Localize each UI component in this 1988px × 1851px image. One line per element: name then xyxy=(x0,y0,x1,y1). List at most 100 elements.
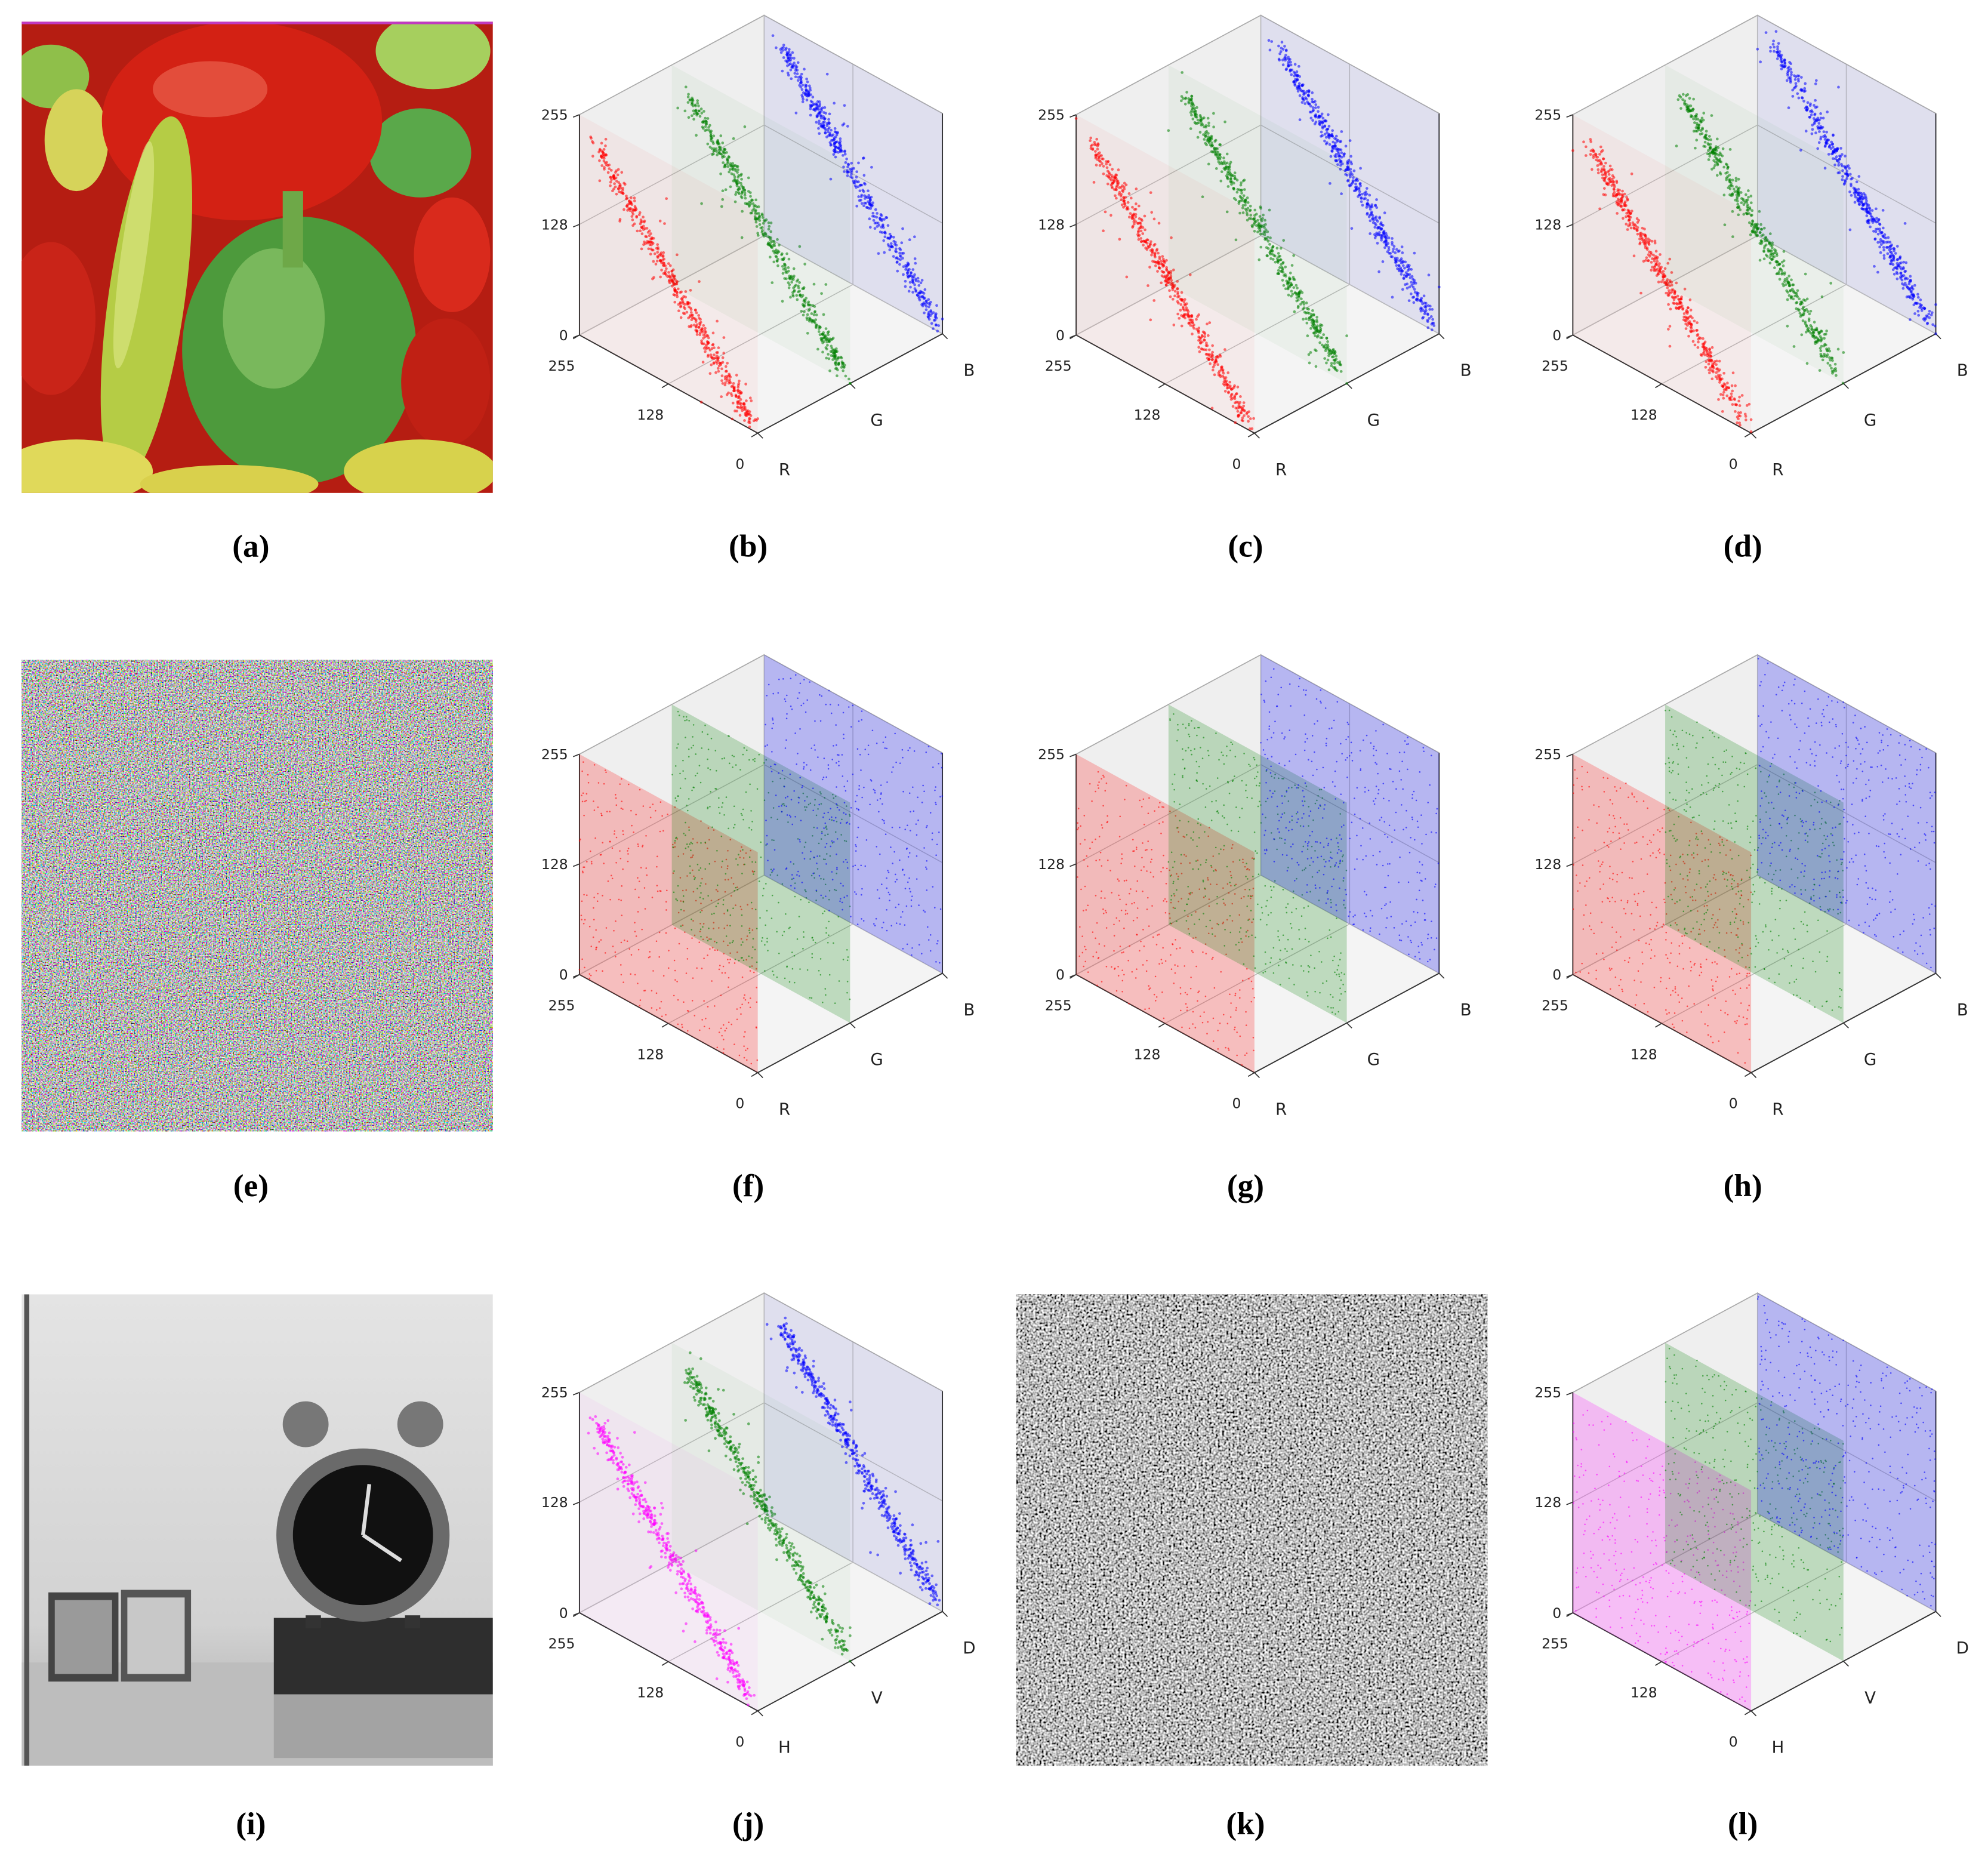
scatter-dot xyxy=(1808,104,1812,107)
scatter-dot xyxy=(1797,79,1800,83)
scatter-dot xyxy=(1250,224,1254,227)
scatter-dot xyxy=(625,195,628,198)
scatter-dot xyxy=(1366,199,1370,202)
scatter-dot xyxy=(1371,221,1375,224)
scatter-dot xyxy=(1176,295,1179,298)
scatter-dot xyxy=(750,1062,753,1065)
scatter-dot xyxy=(1426,313,1429,316)
scatter-dot xyxy=(935,312,938,316)
scatter-dot xyxy=(696,99,699,102)
scatter-dot xyxy=(585,799,587,802)
scatter-dot xyxy=(1818,369,1821,372)
scatter-dot xyxy=(830,143,833,146)
scatter-dot xyxy=(1345,334,1348,337)
scatter-dot xyxy=(736,165,739,168)
scatter-dot xyxy=(1777,272,1781,276)
scatter-dot xyxy=(1194,112,1197,116)
scatter-dot xyxy=(701,127,705,130)
scatter-dot xyxy=(751,209,754,212)
scatter-dot xyxy=(1203,138,1206,141)
scatter-dot xyxy=(698,109,701,113)
scatter-dot xyxy=(825,356,828,360)
scatter-dot xyxy=(1377,270,1380,273)
scatter-dot xyxy=(828,112,831,116)
scatter-dot xyxy=(917,284,921,287)
scatter-dot xyxy=(1400,245,1404,248)
scatter-dot xyxy=(1738,421,1742,424)
scatter-dot xyxy=(1416,294,1419,297)
scatter-dot xyxy=(1599,145,1602,149)
axis-name: G xyxy=(1367,410,1380,430)
scatter-dot xyxy=(1823,332,1826,336)
scatter-dot xyxy=(1234,238,1238,242)
scatter-dot xyxy=(845,158,848,161)
scatter-dot xyxy=(689,308,693,311)
scatter-dot xyxy=(1292,286,1296,289)
scatter-dot xyxy=(1131,226,1135,229)
scatter-dot xyxy=(733,1043,735,1045)
scatter-dot xyxy=(1736,415,1739,419)
scatter-dot xyxy=(705,334,708,337)
scatter-dot xyxy=(1220,368,1223,371)
scatter-dot xyxy=(759,226,763,230)
scatter-dot xyxy=(1296,287,1299,289)
scatter-dot xyxy=(803,93,807,96)
scatter-dot xyxy=(1744,211,1748,215)
scatter-dot xyxy=(1728,174,1731,177)
scatter-dot xyxy=(1285,57,1288,60)
scatter-dot xyxy=(712,361,716,365)
scatter-dot xyxy=(1094,150,1097,153)
scatter-dot xyxy=(1204,125,1207,129)
scatter-dot xyxy=(617,168,620,171)
scatter-dot xyxy=(1800,333,1804,337)
scatter-dot xyxy=(1690,324,1693,327)
scatter-dot xyxy=(1930,313,1933,316)
scatter-dot xyxy=(1607,173,1611,176)
scatter-dot xyxy=(1300,101,1304,104)
scatter-dot xyxy=(1410,292,1413,295)
scatter-dot xyxy=(871,211,875,215)
scatter-dot xyxy=(722,150,725,154)
scatter-dot xyxy=(1366,202,1370,205)
scatter-dot xyxy=(578,840,581,842)
scatter-dot xyxy=(630,954,633,956)
scatter-dot xyxy=(1189,127,1192,130)
scatter-dot xyxy=(1225,165,1228,168)
scatter-dot xyxy=(1287,60,1290,64)
scatter-dot xyxy=(1094,143,1098,147)
scatter-dot xyxy=(1866,221,1869,224)
scatter-dot xyxy=(1806,101,1810,104)
scatter-dot xyxy=(792,276,795,279)
scatter-dot xyxy=(1596,159,1599,162)
tick-mark xyxy=(572,114,580,118)
scatter-dot xyxy=(741,187,745,191)
scatter-dot xyxy=(882,239,886,242)
scatter-dot xyxy=(705,121,708,124)
scatter-dot xyxy=(1882,248,1886,252)
scatter-dot xyxy=(732,382,735,385)
scatter-dot xyxy=(1705,349,1708,352)
scatter-dot xyxy=(812,103,816,106)
scatter-dot xyxy=(719,363,722,366)
scatter-dot xyxy=(1432,322,1435,325)
scatter-dot xyxy=(721,356,725,359)
scatter-dot xyxy=(1689,309,1693,312)
scatter-dot xyxy=(1715,158,1718,161)
scatter-dot xyxy=(1232,196,1236,200)
scatter-dot xyxy=(1297,64,1300,68)
scatter-dot xyxy=(654,263,658,266)
scatter-dot xyxy=(1334,134,1338,138)
scatter-dot xyxy=(1617,192,1620,195)
scatter-dot xyxy=(1266,254,1269,257)
scatter-dot xyxy=(1909,279,1912,282)
scatter-dot xyxy=(1901,275,1904,278)
scatter-dot xyxy=(1266,247,1270,250)
scatter-dot xyxy=(1308,361,1311,365)
scatter-dot xyxy=(1786,282,1790,285)
scatter-dot xyxy=(1860,201,1863,204)
scatter-dot xyxy=(1584,154,1588,157)
scatter-dot xyxy=(1814,98,1817,102)
scatter-dot xyxy=(901,227,904,230)
scatter-dot xyxy=(1318,123,1322,127)
scatter-dot xyxy=(1722,165,1725,169)
